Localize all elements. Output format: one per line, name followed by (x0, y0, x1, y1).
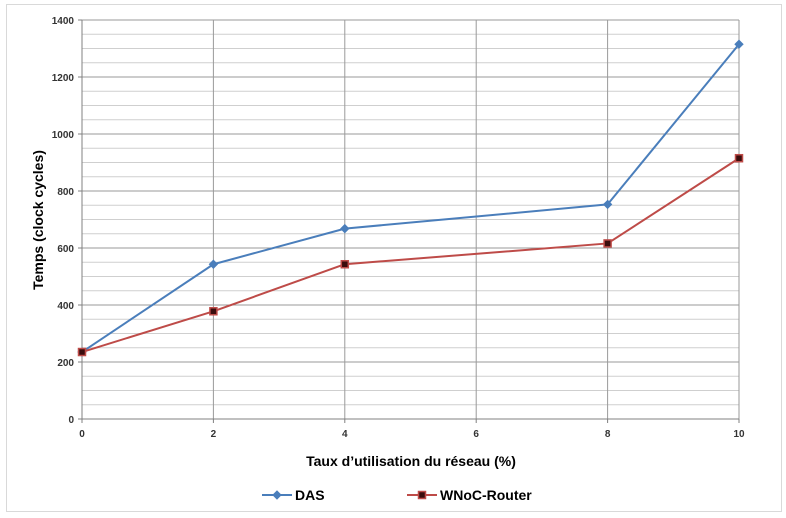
y-tick-label: 600 (57, 244, 74, 255)
x-tick-labels: 0 2 4 6 8 10 (79, 429, 745, 440)
series-line-wnoc-router (81, 157, 740, 353)
data-point-wnoc-router (603, 239, 612, 248)
legend: DAS WNoC-Router (262, 487, 532, 503)
y-axis-title: Temps (clock cycles) (30, 150, 46, 290)
y-tick-label: 0 (68, 415, 74, 426)
legend-label: DAS (295, 487, 325, 503)
x-tick-label: 8 (605, 429, 611, 440)
x-tick-label: 4 (342, 429, 348, 440)
y-tick-label: 400 (57, 301, 74, 312)
y-tick-label: 1000 (52, 130, 75, 141)
data-point-das (340, 223, 350, 234)
y-tick-labels: 0 200 400 600 800 1000 1200 1400 (52, 16, 75, 426)
y-tick-label: 200 (57, 358, 74, 369)
y-tick-label: 1400 (52, 16, 75, 27)
x-tick-label: 10 (733, 429, 745, 440)
data-point-wnoc-router (734, 153, 744, 163)
x-tick-label: 2 (211, 429, 217, 440)
series-line-das (81, 43, 740, 353)
data-point-das (208, 259, 219, 269)
data-point-das (602, 199, 613, 210)
x-tick-label: 6 (473, 429, 479, 440)
series-layer (77, 39, 744, 357)
y-tick-label: 1200 (52, 73, 75, 84)
y-tick-label: 800 (57, 187, 74, 198)
chart-frame (6, 4, 782, 512)
minor-gridlines (82, 33, 739, 406)
x-tick-label: 0 (79, 429, 85, 440)
legend-marker (417, 490, 427, 500)
legend-label: WNoC-Router (440, 487, 532, 503)
data-point-wnoc-router (340, 259, 350, 269)
data-point-wnoc-router (77, 347, 87, 357)
legend-marker (272, 490, 282, 500)
x-axis-title: Taux d’utilisation du réseau (%) (306, 453, 516, 469)
data-point-wnoc-router (209, 307, 218, 316)
data-point-das (734, 39, 744, 49)
